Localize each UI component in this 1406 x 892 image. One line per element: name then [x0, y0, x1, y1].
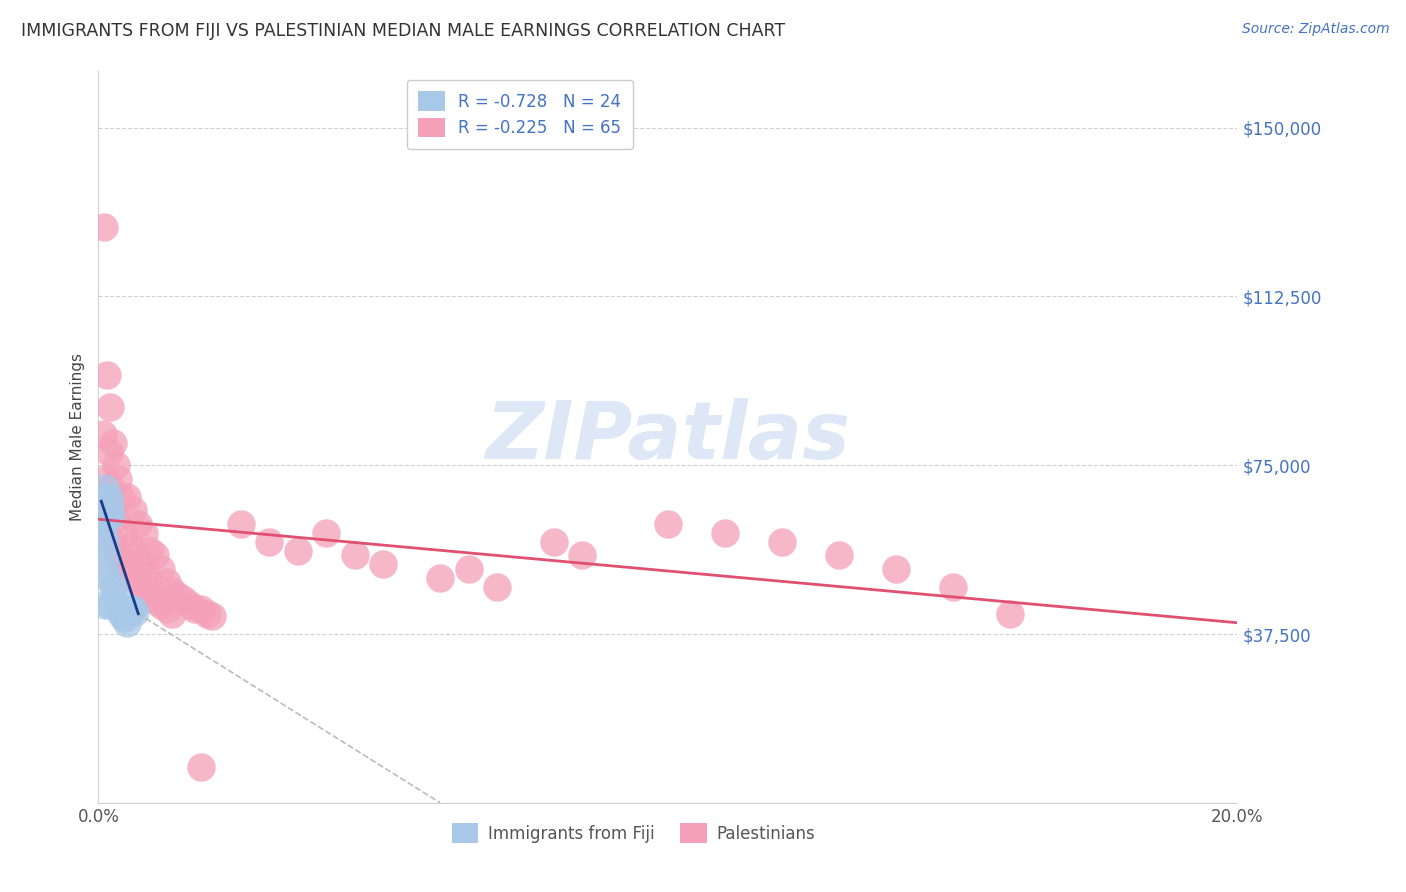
Point [98, 499, 121, 513]
Point [91, 490, 114, 504]
Point [121, 602, 143, 616]
Text: IMMIGRANTS FROM FIJI VS PALESTINIAN MEDIAN MALE EARNINGS CORRELATION CHART: IMMIGRANTS FROM FIJI VS PALESTINIAN MEDI… [21, 22, 785, 40]
Point [124, 548, 146, 562]
Point [150, 598, 173, 612]
Point [343, 548, 366, 562]
Point [457, 562, 479, 576]
Point [167, 589, 190, 603]
Point [96, 548, 118, 562]
Point [91, 426, 114, 441]
Point [138, 589, 160, 603]
Point [190, 602, 212, 616]
Point [104, 512, 127, 526]
Point [828, 548, 851, 562]
Point [90, 516, 112, 531]
Point [98, 400, 121, 414]
Text: ZIPatlas: ZIPatlas [485, 398, 851, 476]
Point [115, 490, 138, 504]
Point [127, 516, 149, 531]
Point [115, 615, 138, 630]
Point [571, 548, 593, 562]
Point [118, 602, 141, 616]
Point [121, 503, 143, 517]
Point [162, 607, 184, 621]
Point [135, 571, 157, 585]
Point [287, 543, 309, 558]
Point [124, 605, 146, 619]
Point [94, 472, 117, 486]
Point [97, 490, 120, 504]
Point [184, 602, 207, 616]
Point [156, 575, 179, 590]
Point [373, 558, 395, 572]
Point [107, 548, 129, 562]
Point [96, 512, 118, 526]
Point [127, 575, 149, 590]
Point [110, 607, 132, 621]
Point [107, 472, 129, 486]
Point [112, 611, 135, 625]
Point [129, 558, 152, 572]
Point [101, 580, 124, 594]
Point [132, 584, 155, 599]
Point [110, 490, 132, 504]
Point [100, 481, 122, 495]
Point [118, 539, 141, 553]
Point [101, 534, 124, 549]
Point [110, 558, 132, 572]
Text: Source: ZipAtlas.com: Source: ZipAtlas.com [1241, 22, 1389, 37]
Point [96, 368, 118, 383]
Point [138, 543, 160, 558]
Point [190, 760, 212, 774]
Legend: Immigrants from Fiji, Palestinians: Immigrants from Fiji, Palestinians [446, 817, 823, 849]
Point [94, 598, 117, 612]
Point [101, 435, 124, 450]
Point [132, 525, 155, 540]
Point [104, 458, 127, 473]
Point [93, 219, 115, 234]
Point [173, 593, 195, 607]
Point [179, 598, 201, 612]
Point [229, 516, 252, 531]
Point [543, 534, 565, 549]
Point [195, 607, 218, 621]
Point [93, 562, 115, 576]
Point [112, 525, 135, 540]
Point [150, 562, 173, 576]
Point [884, 562, 907, 576]
Point [156, 602, 179, 616]
Point [93, 503, 115, 517]
Point [657, 516, 679, 531]
Point [162, 584, 184, 599]
Y-axis label: Median Male Earnings: Median Male Earnings [70, 353, 86, 521]
Point [97, 571, 120, 585]
Point [104, 589, 127, 603]
Point [98, 598, 121, 612]
Point [100, 508, 122, 522]
Point [115, 562, 138, 576]
Point [145, 548, 167, 562]
Point [91, 525, 114, 540]
Point [121, 571, 143, 585]
Point [429, 571, 451, 585]
Point [145, 593, 167, 607]
Point [259, 534, 281, 549]
Point [315, 525, 337, 540]
Point [107, 598, 129, 612]
Point [770, 534, 793, 549]
Point [94, 481, 117, 495]
Point [96, 503, 118, 517]
Point [201, 609, 224, 624]
Point [94, 534, 117, 549]
Point [486, 580, 509, 594]
Point [998, 607, 1021, 621]
Point [714, 525, 737, 540]
Point [942, 580, 965, 594]
Point [97, 444, 120, 458]
